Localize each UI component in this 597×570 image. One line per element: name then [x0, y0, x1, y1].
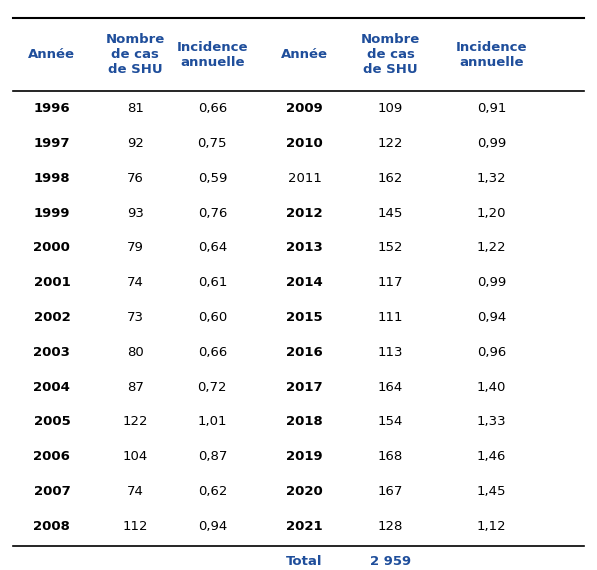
Text: 0,87: 0,87: [198, 450, 227, 463]
Text: 1,32: 1,32: [477, 172, 506, 185]
Text: Nombre
de cas
de SHU: Nombre de cas de SHU: [361, 33, 420, 76]
Text: 2001: 2001: [33, 276, 70, 289]
Text: 168: 168: [378, 450, 403, 463]
Text: 1,20: 1,20: [477, 206, 506, 219]
Text: 0,99: 0,99: [477, 137, 506, 150]
Text: 2000: 2000: [33, 241, 70, 254]
Text: 117: 117: [378, 276, 404, 289]
Text: 2018: 2018: [286, 416, 323, 429]
Text: 2021: 2021: [286, 520, 323, 533]
Text: 2002: 2002: [33, 311, 70, 324]
Text: 0,66: 0,66: [198, 102, 227, 115]
Text: Incidence
annuelle: Incidence annuelle: [456, 40, 527, 69]
Text: 2014: 2014: [286, 276, 323, 289]
Text: 0,60: 0,60: [198, 311, 227, 324]
Text: 81: 81: [127, 102, 143, 115]
Text: 1996: 1996: [33, 102, 70, 115]
Text: 113: 113: [378, 346, 404, 359]
Text: 2009: 2009: [286, 102, 323, 115]
Text: 2005: 2005: [33, 416, 70, 429]
Text: 167: 167: [378, 485, 404, 498]
Text: 152: 152: [378, 241, 404, 254]
Text: 1,45: 1,45: [477, 485, 506, 498]
Text: 1,46: 1,46: [477, 450, 506, 463]
Text: 2011: 2011: [288, 172, 321, 185]
Text: 0,94: 0,94: [477, 311, 506, 324]
Text: 0,94: 0,94: [198, 520, 227, 533]
Text: 80: 80: [127, 346, 143, 359]
Text: 109: 109: [378, 102, 403, 115]
Text: 0,62: 0,62: [198, 485, 227, 498]
Text: 145: 145: [378, 206, 404, 219]
Text: 1998: 1998: [33, 172, 70, 185]
Text: 79: 79: [127, 241, 143, 254]
Text: 2015: 2015: [286, 311, 323, 324]
Text: 0,75: 0,75: [198, 137, 227, 150]
Text: 2006: 2006: [33, 450, 70, 463]
Text: Nombre
de cas
de SHU: Nombre de cas de SHU: [106, 33, 165, 76]
Text: 1997: 1997: [33, 137, 70, 150]
Text: 2016: 2016: [286, 346, 323, 359]
Text: 0,64: 0,64: [198, 241, 227, 254]
Text: 2 959: 2 959: [370, 555, 411, 568]
Text: 74: 74: [127, 485, 143, 498]
Text: 0,91: 0,91: [477, 102, 506, 115]
Text: 0,96: 0,96: [477, 346, 506, 359]
Text: 0,76: 0,76: [198, 206, 227, 219]
Text: 0,61: 0,61: [198, 276, 227, 289]
Text: 1,33: 1,33: [477, 416, 506, 429]
Text: 1999: 1999: [33, 206, 70, 219]
Text: 0,72: 0,72: [198, 381, 227, 393]
Text: 1,22: 1,22: [477, 241, 506, 254]
Text: 128: 128: [378, 520, 404, 533]
Text: 0,66: 0,66: [198, 346, 227, 359]
Text: Total: Total: [286, 555, 323, 568]
Text: 92: 92: [127, 137, 143, 150]
Text: 162: 162: [378, 172, 404, 185]
Text: Incidence
annuelle: Incidence annuelle: [177, 40, 248, 69]
Text: 2008: 2008: [33, 520, 70, 533]
Text: 1,12: 1,12: [477, 520, 506, 533]
Text: 0,99: 0,99: [477, 276, 506, 289]
Text: 2017: 2017: [286, 381, 323, 393]
Text: 0,59: 0,59: [198, 172, 227, 185]
Text: 93: 93: [127, 206, 143, 219]
Text: 104: 104: [122, 450, 147, 463]
Text: Année: Année: [29, 48, 75, 61]
Text: 73: 73: [127, 311, 144, 324]
Text: Année: Année: [281, 48, 328, 61]
Text: 112: 112: [122, 520, 148, 533]
Text: 1,01: 1,01: [198, 416, 227, 429]
Text: 2004: 2004: [33, 381, 70, 393]
Text: 87: 87: [127, 381, 143, 393]
Text: 122: 122: [378, 137, 404, 150]
Text: 164: 164: [378, 381, 403, 393]
Text: 74: 74: [127, 276, 143, 289]
Text: 1,40: 1,40: [477, 381, 506, 393]
Text: 2003: 2003: [33, 346, 70, 359]
Text: 154: 154: [378, 416, 404, 429]
Text: 122: 122: [122, 416, 148, 429]
Text: 2007: 2007: [33, 485, 70, 498]
Text: 2012: 2012: [286, 206, 323, 219]
Text: 2010: 2010: [286, 137, 323, 150]
Text: 2019: 2019: [286, 450, 323, 463]
Text: 76: 76: [127, 172, 143, 185]
Text: 2020: 2020: [286, 485, 323, 498]
Text: 111: 111: [378, 311, 404, 324]
Text: 2013: 2013: [286, 241, 323, 254]
